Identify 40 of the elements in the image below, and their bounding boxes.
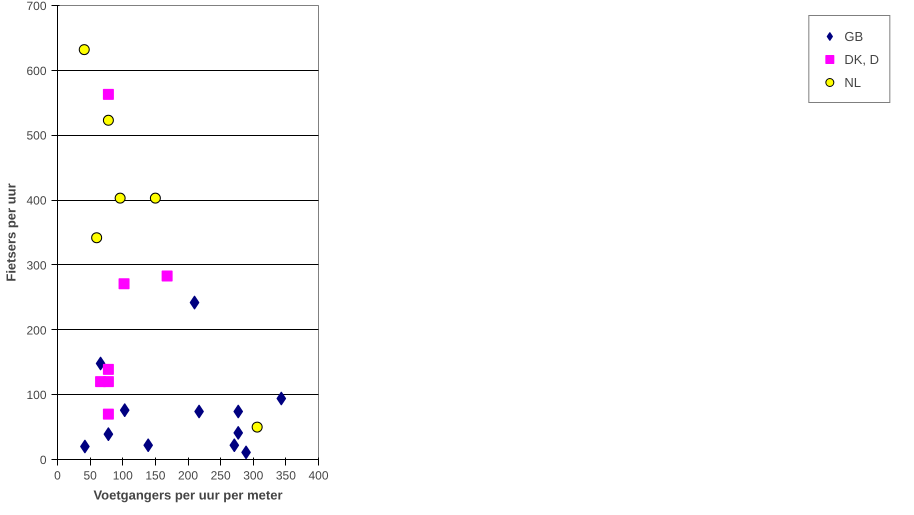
y-axis-title: Fietsers per uur: [3, 183, 18, 282]
y-tick-label: 200: [26, 323, 47, 338]
x-tick-label: 350: [276, 468, 296, 482]
point: [102, 364, 114, 375]
y-tick-label: 300: [26, 258, 47, 272]
x-tick-label: 0: [54, 468, 62, 482]
point: [118, 278, 130, 290]
x-tick-label: 150: [145, 468, 166, 482]
y-tick-label: 0: [40, 453, 47, 467]
legend-label: NL: [844, 74, 862, 90]
y-tick-label: 600: [26, 64, 47, 78]
point: [252, 422, 263, 433]
point: [120, 403, 130, 418]
y-tick-label: 400: [26, 194, 47, 208]
point: [102, 376, 114, 388]
point: [162, 270, 173, 282]
x-tick-label: 100: [112, 468, 134, 482]
y-tick-label: 500: [26, 128, 47, 143]
point: [143, 438, 154, 452]
x-tick-label: 400: [308, 468, 329, 482]
point: [276, 392, 286, 406]
point: [102, 114, 114, 126]
point: [114, 192, 126, 204]
point: [233, 404, 244, 419]
x-tick-label: 50: [83, 468, 98, 482]
point: [150, 192, 161, 204]
y-tick-label: 100: [26, 388, 47, 402]
y-tick-label: 700: [26, 0, 47, 13]
legend-label: GB: [844, 28, 864, 44]
legend-label: DK, D: [844, 52, 879, 66]
point: [229, 438, 240, 452]
x-axis-title: Voetgangers per uur per meter: [93, 488, 283, 502]
point: [233, 426, 244, 440]
x-tick-label: 200: [178, 468, 198, 482]
point: [78, 44, 90, 56]
x-tick-label: 300: [243, 468, 264, 482]
x-tick-label: 250: [210, 468, 231, 482]
point: [102, 408, 114, 420]
point: [102, 88, 114, 100]
point: [91, 232, 102, 244]
